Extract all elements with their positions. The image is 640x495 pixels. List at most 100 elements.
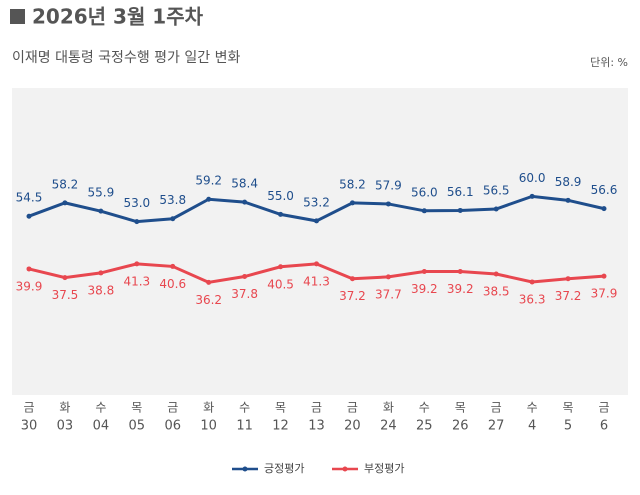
point bbox=[314, 218, 319, 224]
point bbox=[385, 274, 391, 280]
unit-label: 단위: % bbox=[590, 56, 628, 69]
point bbox=[529, 193, 535, 199]
value-label: 37.2 bbox=[339, 289, 366, 303]
point bbox=[314, 261, 319, 267]
x-tick-weekday: 금 bbox=[167, 401, 178, 415]
x-tick-weekday: 화 bbox=[383, 401, 394, 415]
point bbox=[170, 263, 176, 269]
chart-title: 2026년 3월 1주차 bbox=[32, 5, 204, 29]
point bbox=[493, 206, 499, 212]
value-label: 56.5 bbox=[483, 183, 510, 197]
value-label: 41.3 bbox=[123, 274, 150, 288]
value-label: 56.1 bbox=[447, 185, 474, 199]
point bbox=[457, 207, 463, 213]
point bbox=[170, 216, 176, 222]
x-tick-day: 11 bbox=[236, 419, 253, 434]
point bbox=[421, 208, 427, 214]
point bbox=[98, 270, 104, 276]
x-tick-day: 26 bbox=[452, 419, 469, 434]
value-label: 53.8 bbox=[159, 193, 186, 207]
value-label: 58.2 bbox=[52, 177, 79, 191]
point bbox=[601, 273, 607, 279]
point bbox=[26, 266, 32, 272]
x-tick-weekday: 목 bbox=[563, 401, 574, 415]
value-label: 37.5 bbox=[52, 288, 79, 302]
x-tick-day: 03 bbox=[57, 419, 74, 434]
point bbox=[98, 208, 104, 214]
x-tick-weekday: 수 bbox=[419, 401, 430, 415]
point bbox=[493, 271, 499, 277]
point bbox=[134, 261, 140, 267]
x-tick-day: 27 bbox=[488, 419, 505, 434]
x-tick-day: 4 bbox=[528, 419, 536, 434]
value-label: 53.2 bbox=[303, 195, 330, 209]
value-label: 56.6 bbox=[591, 183, 618, 197]
value-label: 54.5 bbox=[16, 191, 43, 205]
x-tick-weekday: 목 bbox=[455, 401, 466, 415]
legend-dot bbox=[342, 466, 348, 472]
point bbox=[601, 206, 607, 212]
x-tick-day: 05 bbox=[129, 419, 146, 434]
plot-area bbox=[12, 88, 628, 395]
value-label: 37.2 bbox=[555, 289, 582, 303]
point bbox=[278, 264, 284, 270]
value-label: 53.0 bbox=[123, 196, 150, 210]
value-label: 56.0 bbox=[411, 185, 438, 199]
point bbox=[206, 196, 212, 202]
value-label: 40.6 bbox=[159, 277, 186, 291]
value-label: 36.3 bbox=[519, 292, 546, 306]
value-label: 37.8 bbox=[231, 287, 258, 301]
value-label: 40.5 bbox=[267, 277, 294, 291]
point bbox=[457, 268, 463, 274]
x-tick-weekday: 금 bbox=[311, 401, 322, 415]
value-label: 41.3 bbox=[303, 274, 330, 288]
title-marker bbox=[10, 9, 25, 24]
point bbox=[242, 199, 248, 205]
x-tick-weekday: 금 bbox=[347, 401, 358, 415]
point bbox=[529, 279, 535, 285]
value-label: 38.8 bbox=[88, 283, 115, 297]
value-label: 38.5 bbox=[483, 285, 510, 299]
value-label: 58.2 bbox=[339, 177, 366, 191]
x-tick-day: 5 bbox=[564, 419, 572, 434]
value-label: 55.9 bbox=[88, 186, 115, 200]
point bbox=[421, 268, 427, 274]
value-label: 58.9 bbox=[555, 175, 582, 189]
x-tick-day: 13 bbox=[308, 419, 325, 434]
point bbox=[242, 274, 248, 280]
legend-label: 긍정평가 bbox=[264, 462, 304, 475]
value-label: 55.0 bbox=[267, 189, 294, 203]
point bbox=[278, 211, 284, 217]
value-label: 39.2 bbox=[447, 282, 474, 296]
value-label: 60.0 bbox=[519, 171, 546, 185]
point bbox=[565, 276, 571, 282]
x-tick-weekday: 목 bbox=[131, 401, 142, 415]
point bbox=[206, 279, 212, 285]
x-tick-weekday: 화 bbox=[203, 401, 214, 415]
value-label: 59.2 bbox=[195, 174, 222, 188]
x-tick-day: 30 bbox=[21, 419, 38, 434]
x-tick-weekday: 목 bbox=[275, 401, 286, 415]
point bbox=[26, 213, 32, 219]
value-label: 39.9 bbox=[16, 279, 43, 293]
x-tick-day: 25 bbox=[416, 419, 433, 434]
value-label: 36.2 bbox=[195, 293, 222, 307]
x-tick-weekday: 화 bbox=[59, 401, 70, 415]
x-tick-weekday: 금 bbox=[598, 401, 609, 415]
x-tick-weekday: 수 bbox=[95, 401, 106, 415]
x-tick-day: 06 bbox=[164, 419, 181, 434]
x-tick-weekday: 금 bbox=[491, 401, 502, 415]
value-label: 37.9 bbox=[591, 287, 618, 301]
point bbox=[62, 200, 68, 206]
x-tick-day: 6 bbox=[600, 419, 608, 434]
legend-label: 부정평가 bbox=[364, 462, 404, 475]
point bbox=[385, 201, 391, 207]
value-label: 57.9 bbox=[375, 178, 402, 192]
x-tick-day: 20 bbox=[344, 419, 361, 434]
x-tick-weekday: 금 bbox=[23, 401, 34, 415]
x-tick-day: 24 bbox=[380, 419, 397, 434]
x-tick-day: 10 bbox=[200, 419, 217, 434]
value-label: 58.4 bbox=[231, 177, 258, 191]
value-label: 39.2 bbox=[411, 282, 438, 296]
